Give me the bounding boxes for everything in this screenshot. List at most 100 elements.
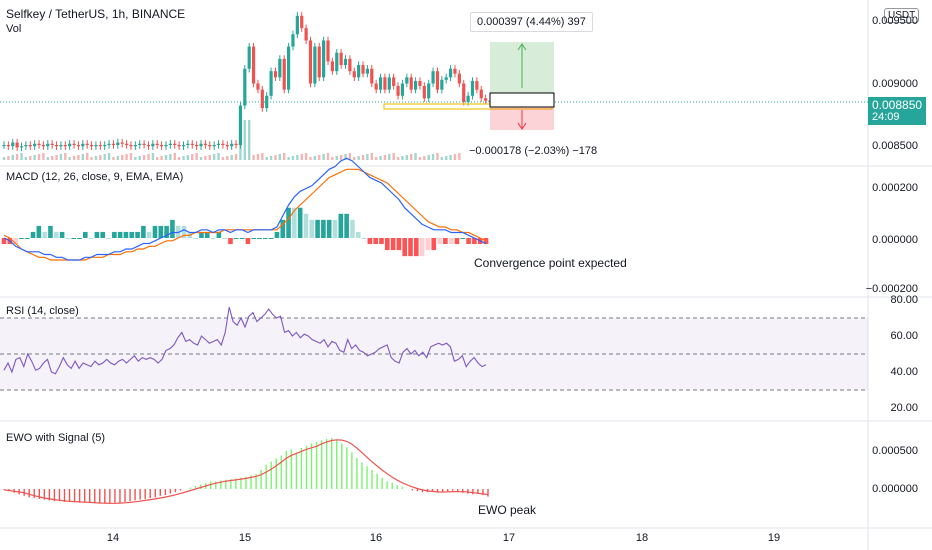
volume-bar xyxy=(33,155,36,160)
candle-body xyxy=(94,145,98,147)
candle-body xyxy=(203,143,208,145)
macd-histogram-bar xyxy=(210,238,216,239)
candle-body xyxy=(37,143,41,145)
candle-body xyxy=(435,71,440,90)
volume-bar xyxy=(261,153,264,160)
macd-histogram-bar xyxy=(48,225,53,238)
candle-body xyxy=(177,145,181,147)
rsi-axis-label: 60.00 xyxy=(890,330,918,342)
candle-body xyxy=(269,71,273,96)
candle-body xyxy=(133,145,137,147)
macd-histogram-bar xyxy=(332,219,338,238)
candle-body xyxy=(89,145,94,147)
volume-bar xyxy=(138,156,141,160)
ewo-signal-line xyxy=(3,439,489,504)
symbol-title[interactable]: Selfkey / TetherUS, 1h, BINANCE xyxy=(6,7,186,21)
macd-title[interactable]: MACD (12, 26, close, 9, EMA, EMA) xyxy=(6,171,184,183)
candle-body xyxy=(50,143,54,145)
candle-body xyxy=(46,143,50,147)
last-price-value: 0.008850 xyxy=(872,98,923,112)
volume-bar xyxy=(212,154,216,160)
volume-bar xyxy=(440,157,444,160)
rsi-title[interactable]: RSI (14, close) xyxy=(6,305,79,317)
volume-bar xyxy=(99,155,102,160)
volume-bar xyxy=(418,157,422,160)
volume-bar xyxy=(431,154,435,160)
candle-body xyxy=(396,85,400,96)
candle-body xyxy=(484,98,488,101)
rsi-line xyxy=(3,307,487,375)
volume-indicator-label[interactable]: Vol xyxy=(6,23,22,35)
volume-bar xyxy=(230,155,233,160)
volume-bar xyxy=(199,157,203,160)
volume-bar xyxy=(296,155,299,160)
candle-body xyxy=(409,77,413,90)
candle-body xyxy=(28,145,32,147)
candle-body xyxy=(405,77,409,84)
candle-body xyxy=(216,143,221,145)
volume-bar xyxy=(221,157,225,160)
candle-body xyxy=(63,145,67,147)
volume-bar xyxy=(156,157,159,160)
macd-histogram-bar xyxy=(472,238,477,245)
rsi-axis-label: 20.00 xyxy=(890,402,918,414)
candle-body xyxy=(470,81,475,96)
volume-bar xyxy=(20,153,23,160)
target-arrow-head xyxy=(517,43,527,51)
macd-histogram-bar xyxy=(373,238,378,245)
volume-bar xyxy=(453,154,457,160)
volume-bar xyxy=(160,156,163,160)
volume-bar xyxy=(396,157,400,160)
volume-bar xyxy=(458,153,461,160)
candle-body xyxy=(76,145,81,147)
volume-bar xyxy=(335,156,338,160)
volume-bar xyxy=(339,155,343,160)
candle-body xyxy=(190,143,194,145)
volume-bar xyxy=(125,154,128,160)
volume-bar xyxy=(217,153,220,160)
macd-histogram-bar xyxy=(396,238,402,251)
macd-histogram-bar xyxy=(297,207,303,238)
macd-histogram-bar xyxy=(321,219,326,238)
volume-bar xyxy=(383,155,387,160)
candle-body xyxy=(326,40,330,62)
volume-bar xyxy=(300,154,303,160)
volume-bar xyxy=(243,120,247,160)
candle-body xyxy=(138,143,142,145)
ewo-title[interactable]: EWO with Signal (5) xyxy=(6,432,106,444)
volume-bar xyxy=(85,153,89,160)
currency-button[interactable]: USDT xyxy=(884,8,920,23)
candle-body xyxy=(479,89,483,99)
macd-histogram-bar xyxy=(280,219,286,238)
macd-histogram-bar xyxy=(443,238,448,245)
candle-body xyxy=(348,58,352,72)
macd-histogram-bar xyxy=(106,238,111,239)
volume-bar xyxy=(401,156,404,160)
target-tooltip: 0.000397 (4.44%) 397 xyxy=(470,12,593,32)
time-axis-label: 19 xyxy=(767,532,781,544)
macd-histogram-bar xyxy=(135,231,140,238)
candle-body xyxy=(168,143,172,145)
candle-body xyxy=(15,142,19,148)
macd-histogram-bar xyxy=(83,231,88,238)
macd-histogram-bar xyxy=(94,231,100,238)
volume-bar xyxy=(55,155,58,160)
volume-bar xyxy=(304,153,308,160)
volume-bar xyxy=(388,154,391,160)
volume-bar xyxy=(173,153,176,160)
candle-body xyxy=(304,28,308,41)
rsi-axis-label: 80.00 xyxy=(890,294,918,306)
candle-body xyxy=(72,143,76,145)
last-price-badge: 0.008850 24:09 xyxy=(868,97,926,125)
volume-bar xyxy=(436,153,439,160)
macd-histogram-bar xyxy=(100,231,106,238)
macd-histogram-bar xyxy=(30,231,36,238)
candle-body xyxy=(186,143,190,145)
volume-bar xyxy=(103,154,106,160)
candle-body xyxy=(352,71,356,78)
candle-body xyxy=(164,145,168,147)
macd-histogram-bar xyxy=(344,213,349,238)
volume-bar xyxy=(24,157,28,160)
